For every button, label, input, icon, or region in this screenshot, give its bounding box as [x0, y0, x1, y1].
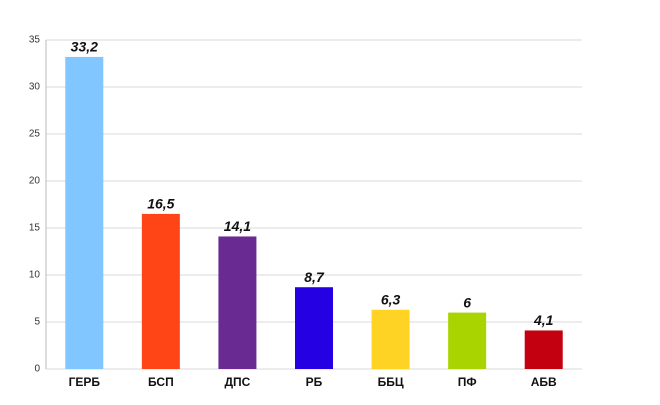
bar [295, 287, 333, 369]
bar [448, 312, 487, 369]
y-tick-label: 35 [29, 35, 41, 46]
value-label: 6,3 [381, 291, 401, 307]
bar [218, 236, 257, 369]
value-label: 14,1 [224, 218, 251, 234]
value-label: 6 [463, 294, 471, 310]
value-label: 33,2 [71, 39, 98, 55]
y-tick-label: 30 [29, 82, 41, 93]
y-tick-label: 15 [29, 223, 41, 234]
bar [371, 309, 410, 369]
y-tick-label: 0 [34, 364, 40, 375]
y-tick-label: 20 [29, 176, 41, 187]
y-tick-label: 25 [29, 129, 41, 140]
y-tick-label: 5 [34, 317, 40, 328]
value-label: 8,7 [304, 269, 325, 285]
x-tick-label: АБВ [531, 375, 557, 389]
value-label: 16,5 [147, 196, 174, 212]
x-tick-label: ПФ [458, 375, 477, 389]
value-label: 4,1 [533, 312, 554, 328]
x-tick-label: ББЦ [378, 375, 404, 389]
x-tick-label: ДПС [225, 375, 251, 389]
bar [65, 56, 104, 370]
x-tick-label: РБ [306, 375, 323, 389]
bar [524, 330, 563, 369]
x-tick-label: БСП [148, 375, 174, 389]
bar [141, 213, 180, 369]
x-tick-label: ГЕРБ [69, 375, 101, 389]
y-tick-label: 10 [29, 270, 41, 281]
